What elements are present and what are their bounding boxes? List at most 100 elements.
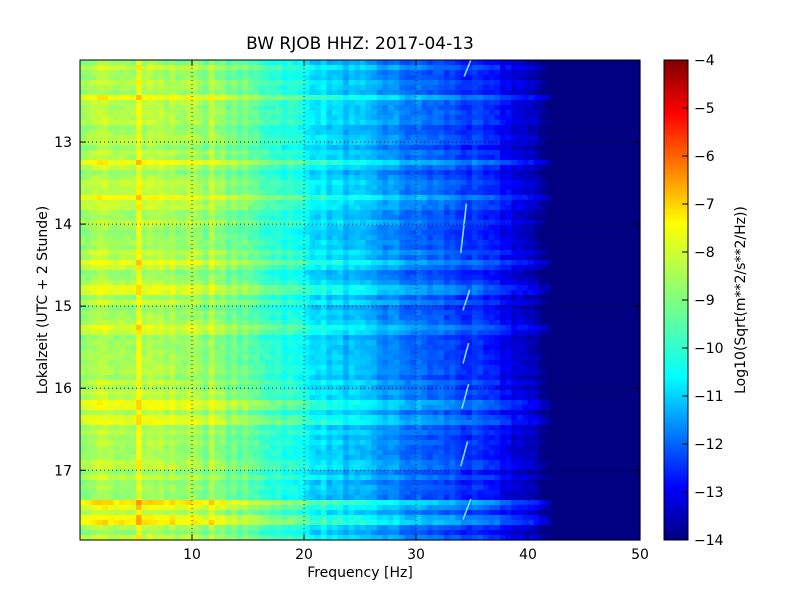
heatmap-cell xyxy=(158,180,165,186)
heatmap-cell xyxy=(382,75,389,81)
heatmap-cell xyxy=(528,180,535,186)
heatmap-cell xyxy=(326,100,333,106)
heatmap-cell xyxy=(270,225,277,231)
heatmap-cell xyxy=(96,110,103,116)
heatmap-cell xyxy=(539,75,546,81)
heatmap-cell xyxy=(438,230,445,236)
heatmap-cell xyxy=(516,260,523,266)
heatmap-cell xyxy=(455,140,462,146)
heatmap-cell xyxy=(404,245,411,251)
heatmap-cell xyxy=(242,290,249,296)
heatmap-cell xyxy=(634,205,641,211)
heatmap-cell xyxy=(326,125,333,131)
heatmap-cell xyxy=(180,205,187,211)
heatmap-cell xyxy=(270,75,277,81)
heatmap-cell xyxy=(500,175,507,181)
heatmap-cell xyxy=(264,205,271,211)
heatmap-cell xyxy=(136,135,143,141)
heatmap-cell xyxy=(281,260,288,266)
heatmap-cell xyxy=(348,200,355,206)
heatmap-cell xyxy=(80,270,87,276)
heatmap-cell xyxy=(214,145,221,151)
heatmap-cell xyxy=(315,240,322,246)
heatmap-cell xyxy=(410,240,417,246)
heatmap-cell xyxy=(208,85,215,91)
heatmap-cell xyxy=(432,230,439,236)
heatmap-cell xyxy=(550,260,557,266)
heatmap-cell xyxy=(522,190,529,196)
heatmap-cell xyxy=(332,135,339,141)
heatmap-cell xyxy=(147,165,154,171)
heatmap-cell xyxy=(108,115,115,121)
heatmap-cell xyxy=(85,105,92,111)
heatmap-cell xyxy=(197,275,204,281)
heatmap-cell xyxy=(102,120,109,126)
heatmap-cell xyxy=(242,70,249,76)
heatmap-cell xyxy=(124,300,131,306)
heatmap-cell xyxy=(292,115,299,121)
heatmap-cell xyxy=(253,140,260,146)
heatmap-cell xyxy=(242,215,249,221)
heatmap-cell xyxy=(236,120,243,126)
heatmap-cell xyxy=(550,165,557,171)
heatmap-cell xyxy=(388,85,395,91)
heatmap-cell xyxy=(488,115,495,121)
heatmap-cell xyxy=(309,295,316,301)
heatmap-cell xyxy=(136,270,143,276)
heatmap-cell xyxy=(175,230,182,236)
heatmap-cell xyxy=(332,255,339,261)
heatmap-cell xyxy=(292,295,299,301)
heatmap-cell xyxy=(617,110,624,116)
heatmap-cell xyxy=(477,165,484,171)
heatmap-cell xyxy=(102,95,109,101)
heatmap-cell xyxy=(500,155,507,161)
heatmap-cell xyxy=(410,225,417,231)
heatmap-cell xyxy=(124,190,131,196)
heatmap-cell xyxy=(522,255,529,261)
heatmap-cell xyxy=(589,295,596,301)
heatmap-cell xyxy=(371,180,378,186)
heatmap-cell xyxy=(528,160,535,166)
heatmap-cell xyxy=(354,65,361,71)
heatmap-cell xyxy=(309,285,316,291)
heatmap-cell xyxy=(208,90,215,96)
heatmap-cell xyxy=(595,250,602,256)
heatmap-cell xyxy=(382,80,389,86)
heatmap-cell xyxy=(147,140,154,146)
heatmap-cell xyxy=(438,85,445,91)
heatmap-cell xyxy=(427,175,434,181)
heatmap-cell xyxy=(505,210,512,216)
heatmap-cell xyxy=(158,230,165,236)
heatmap-cell xyxy=(421,70,428,76)
heatmap-cell xyxy=(438,305,445,311)
heatmap-cell xyxy=(522,240,529,246)
heatmap-cell xyxy=(192,280,199,286)
heatmap-cell xyxy=(500,65,507,71)
heatmap-cell xyxy=(348,150,355,156)
heatmap-cell xyxy=(326,305,333,311)
heatmap-cell xyxy=(158,225,165,231)
heatmap-cell xyxy=(253,270,260,276)
heatmap-cell xyxy=(522,230,529,236)
heatmap-cell xyxy=(298,210,305,216)
heatmap-cell xyxy=(528,215,535,221)
heatmap-cell xyxy=(382,205,389,211)
heatmap-cell xyxy=(561,300,568,306)
heatmap-cell xyxy=(371,100,378,106)
heatmap-cell xyxy=(281,300,288,306)
heatmap-cell xyxy=(343,165,350,171)
heatmap-cell xyxy=(488,110,495,116)
heatmap-cell xyxy=(214,140,221,146)
heatmap-cell xyxy=(197,70,204,76)
heatmap-cell xyxy=(505,270,512,276)
heatmap-cell xyxy=(494,165,501,171)
heatmap-cell xyxy=(270,305,277,311)
heatmap-cell xyxy=(544,290,551,296)
heatmap-cell xyxy=(449,245,456,251)
heatmap-cell xyxy=(304,130,311,136)
heatmap-cell xyxy=(348,290,355,296)
heatmap-cell xyxy=(225,215,232,221)
heatmap-cell xyxy=(494,80,501,86)
heatmap-cell xyxy=(130,115,137,121)
heatmap-cell xyxy=(365,135,372,141)
